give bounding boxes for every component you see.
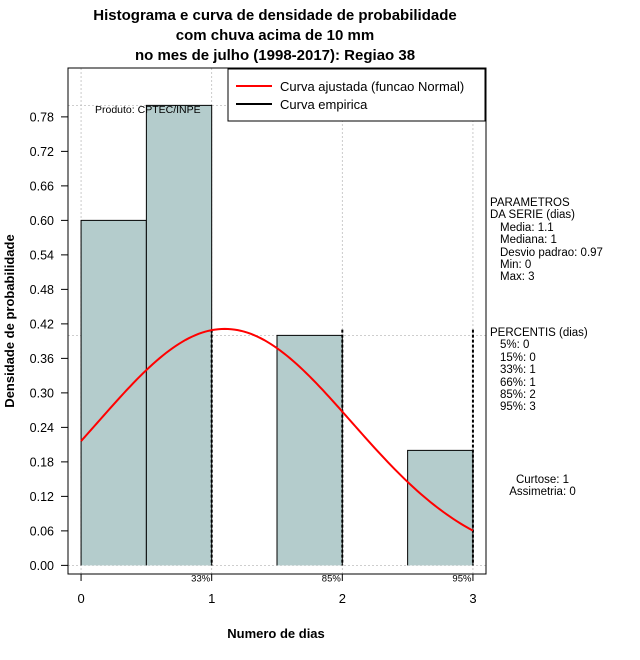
legend: Curva ajustada (funcao Normal) Curva emp… (227, 68, 486, 122)
axes: 0 1 2 3 0.00 0.06 0.12 0.18 0.24 0.30 0.36 0.42 0.48… (30, 110, 477, 606)
percentil-66: 66%: 1 (500, 376, 536, 389)
legend-label-normal: Curva ajustada (funcao Normal) (280, 79, 464, 94)
credit-text: Produto: CPTEC/INPE (95, 104, 201, 116)
param-media: Media: 1.1 (500, 221, 554, 234)
y-axis-label: Densidade de probabilidade (2, 234, 17, 407)
y-tick-label-7: 0.42 (30, 317, 54, 331)
histogram-bars (80, 104, 474, 566)
normal-curve (80, 327, 474, 532)
legend-box (227, 68, 486, 122)
normal-curve-layer (80, 327, 474, 532)
x-axis-label: Numero de dias (227, 626, 325, 641)
x-tick-label-0: 0 (77, 591, 84, 606)
y-tick-label-10: 0.60 (30, 214, 54, 228)
y-tick-label-0: 0.00 (30, 559, 54, 573)
y-tick-label-11: 0.66 (30, 179, 54, 193)
y-tick-label-12: 0.72 (30, 145, 54, 159)
param-mediana: Mediana: 1 (500, 234, 557, 247)
stat-assimetria: Assimetria: 0 (509, 486, 576, 499)
y-tick-label-6: 0.36 (30, 352, 54, 366)
percentil-33: 33%: 1 (500, 364, 536, 377)
param-desvio: Desvio padrao: 0.97 (500, 246, 603, 259)
params-heading-2: DA SERIE (dias) (490, 209, 575, 222)
y-tick-label-8: 0.48 (30, 283, 54, 297)
bar-1 (146, 105, 212, 566)
y-tick-label-2: 0.12 (30, 490, 54, 504)
percentis-block: PERCENTIS (dias) 5%: 0 15%: 0 33%: 1 66%… (490, 327, 588, 414)
params-heading-1: PARAMETROS (490, 197, 570, 209)
title-line-3: no mes de julho (1998-2017): Regiao 38 (134, 47, 416, 64)
x-tick-label-2: 2 (339, 591, 346, 606)
bar-outline-3 (407, 449, 474, 566)
bar-3 (407, 450, 473, 566)
y-tick-label-4: 0.24 (30, 421, 54, 435)
bar-2 (277, 335, 343, 566)
title-line-1: Histograma e curva de densidade de proba… (93, 7, 457, 24)
percentil-85: 85%: 2 (500, 389, 536, 402)
percentis-heading: PERCENTIS (dias) (490, 327, 588, 339)
x-tick-label-1: 1 (208, 591, 215, 606)
params-block: PARAMETROS DA SERIE (dias) Media: 1.1 Me… (490, 197, 603, 284)
bar-0 (81, 220, 147, 566)
percentil-95: 95%: 3 (500, 401, 536, 414)
y-tick-label-1: 0.06 (30, 524, 54, 538)
y-tick-label-13: 0.78 (30, 110, 54, 124)
shape-stats: Curtose: 1 Assimetria: 0 (490, 474, 595, 499)
percentile-markers: 33% 85% 95% (191, 329, 474, 584)
title-line-2: com chuva acima de 10 mm (175, 27, 375, 44)
percentil-5: 5%: 0 (500, 339, 530, 352)
y-tick-label-3: 0.18 (30, 455, 54, 469)
param-min: Min: 0 (500, 259, 532, 272)
y-tick-label-9: 0.54 (30, 248, 54, 262)
percentile-label-2: 95% (452, 573, 472, 584)
percentile-label-0: 33% (191, 573, 211, 584)
percentile-label-1: 85% (322, 573, 342, 584)
percentil-15: 15%: 0 (500, 351, 536, 364)
param-max: Max: 3 (500, 271, 535, 284)
legend-label-empirical: Curva empirica (280, 97, 368, 112)
chart-title: Histograma e curva de densidade de proba… (0, 6, 550, 66)
stat-curtose: Curtose: 1 (515, 474, 570, 486)
y-tick-label-5: 0.30 (30, 386, 54, 400)
x-tick-label-3: 3 (469, 591, 476, 606)
